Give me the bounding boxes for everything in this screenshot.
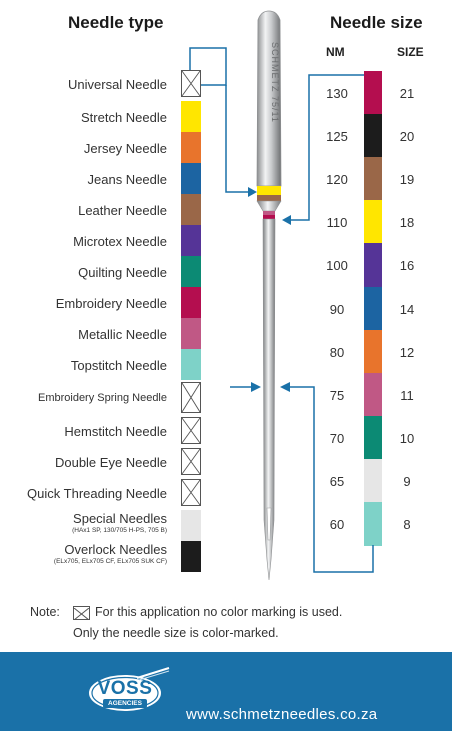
needle-size-number: 12 [399, 344, 415, 360]
needle-size-color-block [364, 243, 382, 287]
needle-type-color-swatch [181, 349, 201, 380]
needle-type-label: Embroidery Spring Needle [37, 392, 167, 404]
needle-type-label: Universal Needle [68, 77, 167, 92]
needle-size-nm: 75 [329, 387, 345, 403]
website-link[interactable]: www.schmetzneedles.co.za [186, 706, 378, 723]
needle-type-color-swatch [181, 541, 201, 572]
needle-size-color-block [364, 286, 382, 331]
needle-size-number: 11 [400, 387, 414, 403]
needle-type-sublabel: (ELx705, ELx705 CF, ELx705 SUK CF) [53, 558, 167, 565]
needle-type-label: Quilting Needle [78, 265, 167, 280]
needle-size-number: 21 [399, 86, 415, 101]
type-connector-line [189, 47, 227, 86]
needle-size-number: 20 [399, 129, 415, 145]
needle-eye [266, 507, 272, 541]
needle-type-label: Quick Threading Needle [27, 486, 167, 501]
needle-type-color-swatch [181, 163, 201, 194]
needle-size-number: 14 [399, 301, 415, 317]
needle-size-nm: 130 [326, 86, 348, 101]
needle-engraving: SCHMETZ 75/11 [270, 42, 280, 123]
needle-illustration: SCHMETZ 75/11 [189, 10, 374, 581]
needle-type-label: Jersey Needle [83, 141, 167, 156]
needle-taper [256, 200, 282, 212]
needle-size-nm: 120 [326, 172, 348, 188]
needle-type-heading: Needle type [68, 13, 164, 32]
needle-size-number: 18 [399, 215, 415, 231]
needle-type-color-swatch [181, 318, 201, 349]
needle-band-brown [257, 195, 281, 201]
needle-size-nm: 100 [326, 258, 348, 274]
footer-bar: VOSS AGENCIES [0, 652, 452, 731]
size-connector-line [290, 74, 364, 221]
needle-type-label: Stretch Needle [81, 110, 167, 125]
type-connector-arrowhead [248, 187, 257, 197]
voss-logo[interactable]: VOSS AGENCIES [85, 666, 171, 718]
needle-type-color-swatch [181, 194, 201, 225]
needle-size-heading: Needle size [330, 13, 423, 32]
needle-size-nm: 65 [329, 473, 345, 489]
needle-size-color-block [364, 372, 382, 417]
needle-type-label: Special Needles [73, 511, 167, 526]
needle-size-color-block [364, 157, 382, 201]
needle-size-number: 16 [399, 258, 415, 274]
needle-type-label: Hemstitch Needle [64, 424, 167, 439]
needle-size-nm: 60 [329, 517, 345, 532]
no-color-marking-icon [181, 70, 201, 97]
needle-band-yellow [257, 186, 281, 195]
note-prefix: Note: [30, 605, 60, 619]
needle-band-darkred [263, 215, 275, 219]
blade-right-arrowhead [280, 382, 290, 392]
needle-size-number: 8 [403, 517, 411, 532]
needle-type-color-swatch [181, 287, 201, 318]
voss-logo-text: VOSS [97, 678, 153, 699]
needle-type-label: Leather Needle [78, 203, 167, 218]
size-bottom-connector [290, 386, 374, 573]
needle-size-number: 19 [399, 172, 415, 188]
no-color-marking-icon [181, 479, 201, 506]
needle-type-label: Embroidery Needle [55, 296, 167, 311]
needle-size-number: 9 [403, 473, 411, 489]
needle-type-color-swatch [181, 101, 201, 132]
no-color-marking-icon [73, 606, 90, 621]
needle-type-label: Topstitch Needle [70, 358, 167, 373]
needle-type-color-swatch [181, 510, 201, 541]
needle-size-nm: 125 [326, 129, 348, 145]
size-column-header: SIZE [397, 45, 424, 59]
needle-type-color-swatch [181, 256, 201, 287]
no-color-marking-icon [181, 417, 201, 444]
blade-left-arrowhead [251, 382, 261, 392]
needle-type-color-swatch [181, 132, 201, 163]
type-connector-line-2 [225, 85, 250, 193]
needle-type-label: Overlock Needles [64, 542, 167, 557]
needle-size-color-block [364, 415, 382, 460]
needle-blade [262, 218, 276, 581]
needle-size-color-block [364, 71, 382, 115]
no-color-marking-icon [181, 382, 201, 413]
needle-size-color-block [364, 114, 382, 158]
needle-size-number: 10 [399, 430, 415, 446]
size-connector-arrowhead [282, 215, 291, 225]
note-line-2: Only the needle size is color-marked. [73, 626, 279, 640]
voss-logo-subtext: AGENCIES [103, 699, 147, 708]
needle-type-label: Microtex Needle [73, 234, 167, 249]
needle-size-nm: 110 [326, 215, 348, 231]
needle-size-nm: 90 [329, 301, 345, 317]
needle-type-sublabel: (HAx1 SP, 130/705 H-PS, 705 B) [72, 527, 167, 534]
needle-size-nm: 80 [329, 344, 345, 360]
nm-column-header: NM [326, 45, 345, 59]
needle-size-color-block [364, 200, 382, 244]
needle-type-label: Metallic Needle [78, 327, 167, 342]
needle-size-color-block [364, 329, 382, 374]
needle-type-label: Double Eye Needle [54, 455, 167, 470]
needle-shank [256, 10, 282, 187]
no-color-marking-icon [181, 448, 201, 475]
needle-type-color-swatch [181, 225, 201, 256]
note-line-1: For this application no color marking is… [95, 605, 343, 619]
needle-size-color-block [364, 458, 382, 503]
needle-type-label: Jeans Needle [87, 172, 168, 187]
needle-size-nm: 70 [329, 430, 345, 446]
needle-size-color-block [364, 502, 382, 546]
